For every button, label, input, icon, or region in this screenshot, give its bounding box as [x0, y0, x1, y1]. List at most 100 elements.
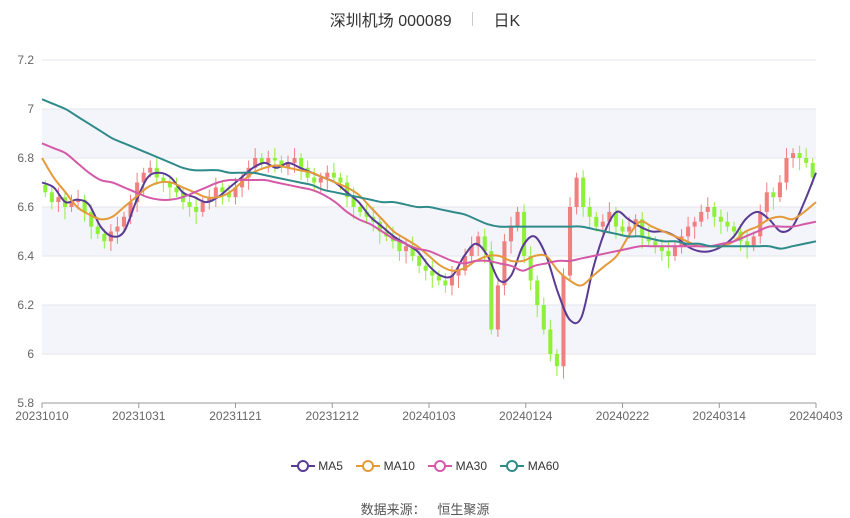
legend-item-ma60[interactable]: MA60 — [500, 458, 559, 473]
grid-band — [42, 305, 816, 354]
candle-body — [436, 275, 441, 281]
candle-body — [404, 246, 409, 252]
candle-body — [148, 167, 153, 173]
candle-body — [784, 158, 789, 183]
candle-body — [121, 216, 127, 227]
candle-body — [541, 305, 546, 330]
y-tick-label: 7 — [27, 102, 34, 116]
candle-body — [161, 177, 166, 183]
legend-item-ma5[interactable]: MA5 — [290, 458, 343, 474]
candle-body — [253, 158, 258, 168]
candle-body — [417, 256, 422, 266]
legend-label-ma60: MA60 — [527, 459, 560, 474]
candle-body — [469, 246, 474, 256]
candle-body — [456, 270, 461, 276]
candle-body — [751, 236, 756, 247]
candle-body — [672, 246, 678, 256]
candle-body — [804, 158, 809, 163]
candle-body — [607, 211, 612, 222]
candle-body — [200, 202, 205, 212]
y-tick-label: 6.6 — [17, 200, 34, 214]
candle-body — [292, 158, 297, 163]
legend-item-ma30[interactable]: MA30 — [428, 458, 487, 473]
candle-body — [561, 275, 566, 367]
candle-body — [791, 153, 796, 158]
x-tick-label: 20240222 — [596, 409, 650, 423]
candle-body — [718, 216, 723, 222]
x-tick-label: 20231031 — [112, 409, 166, 423]
x-tick-label: 20240124 — [499, 409, 553, 423]
candle-body — [449, 275, 454, 286]
candle-body — [364, 211, 369, 217]
legend: MA5 MA10 MA30 MA60 — [0, 458, 850, 473]
legend-label-ma30: MA30 — [455, 459, 488, 474]
candle-body — [95, 226, 100, 234]
candle-body — [666, 251, 671, 256]
candle-body — [771, 192, 776, 198]
candle-body — [358, 207, 363, 212]
legend-label-ma5: MA5 — [318, 459, 343, 474]
candlestick-chart: 5.8 6 6.2 6.4 6.6 6.8 7 7.2 20231010 20231031 2023… — [15, 53, 843, 423]
candle-body — [567, 207, 573, 276]
candle-body — [233, 187, 238, 198]
candle-body — [344, 182, 350, 198]
ma-line-ma10 — [41, 157, 817, 287]
candle-body — [731, 226, 737, 232]
candle-body — [312, 177, 317, 183]
x-tick-label: 20240403 — [789, 409, 843, 423]
legend-label-ma10: MA10 — [383, 459, 415, 474]
candle-body — [194, 207, 199, 212]
candle-body — [659, 246, 664, 252]
ma10-marker — [356, 460, 381, 473]
chart-title: 深圳机场 000089 日K — [0, 7, 850, 30]
ma60-marker — [500, 460, 525, 473]
x-tick-label: 20231212 — [306, 409, 360, 423]
candle-body — [174, 187, 179, 193]
candle-body — [705, 207, 710, 212]
ma30-marker — [428, 460, 453, 473]
candle-body — [522, 211, 527, 256]
candle-body — [620, 226, 625, 232]
candle-body — [49, 192, 54, 203]
candle-body — [187, 202, 192, 207]
candle-body — [226, 192, 231, 198]
candle-body — [207, 197, 212, 203]
y-tick-label: 7.2 — [17, 53, 34, 67]
source-label: 数据来源： — [360, 502, 426, 517]
x-tick-label: 20240314 — [693, 409, 747, 423]
candle-body — [515, 211, 520, 227]
candle-body — [443, 280, 448, 286]
candle-body — [266, 158, 271, 163]
candle-body — [797, 153, 802, 158]
candle-body — [259, 158, 264, 163]
candle-body — [489, 251, 494, 330]
candle-body — [574, 177, 579, 207]
candle-body — [351, 197, 356, 207]
candle-body — [508, 226, 514, 242]
candle-body — [299, 158, 304, 168]
legend-item-ma10[interactable]: MA10 — [356, 458, 415, 473]
candle-body — [338, 177, 343, 183]
candle-body — [167, 182, 172, 188]
candle-body — [285, 162, 291, 168]
ma5-marker — [290, 460, 315, 473]
x-tick-label: 20231010 — [15, 409, 69, 423]
candle-body — [115, 226, 120, 232]
candle-body — [600, 221, 605, 227]
candle-body — [587, 207, 592, 217]
candle-body — [613, 211, 618, 227]
candle-body — [220, 187, 225, 193]
candle-body — [423, 265, 428, 271]
candle-body — [213, 187, 218, 198]
candle-body — [692, 221, 697, 227]
candle-body — [482, 236, 487, 252]
candle-body — [725, 221, 730, 227]
candle-body — [128, 202, 133, 217]
source-provider: 恒生聚源 — [437, 502, 490, 517]
candle-body — [82, 199, 87, 212]
candle-body — [397, 241, 402, 252]
candle-body — [581, 177, 586, 207]
candle-body — [745, 241, 750, 247]
ma-line-ma30 — [41, 142, 817, 272]
y-tick-label: 6.4 — [17, 249, 34, 263]
